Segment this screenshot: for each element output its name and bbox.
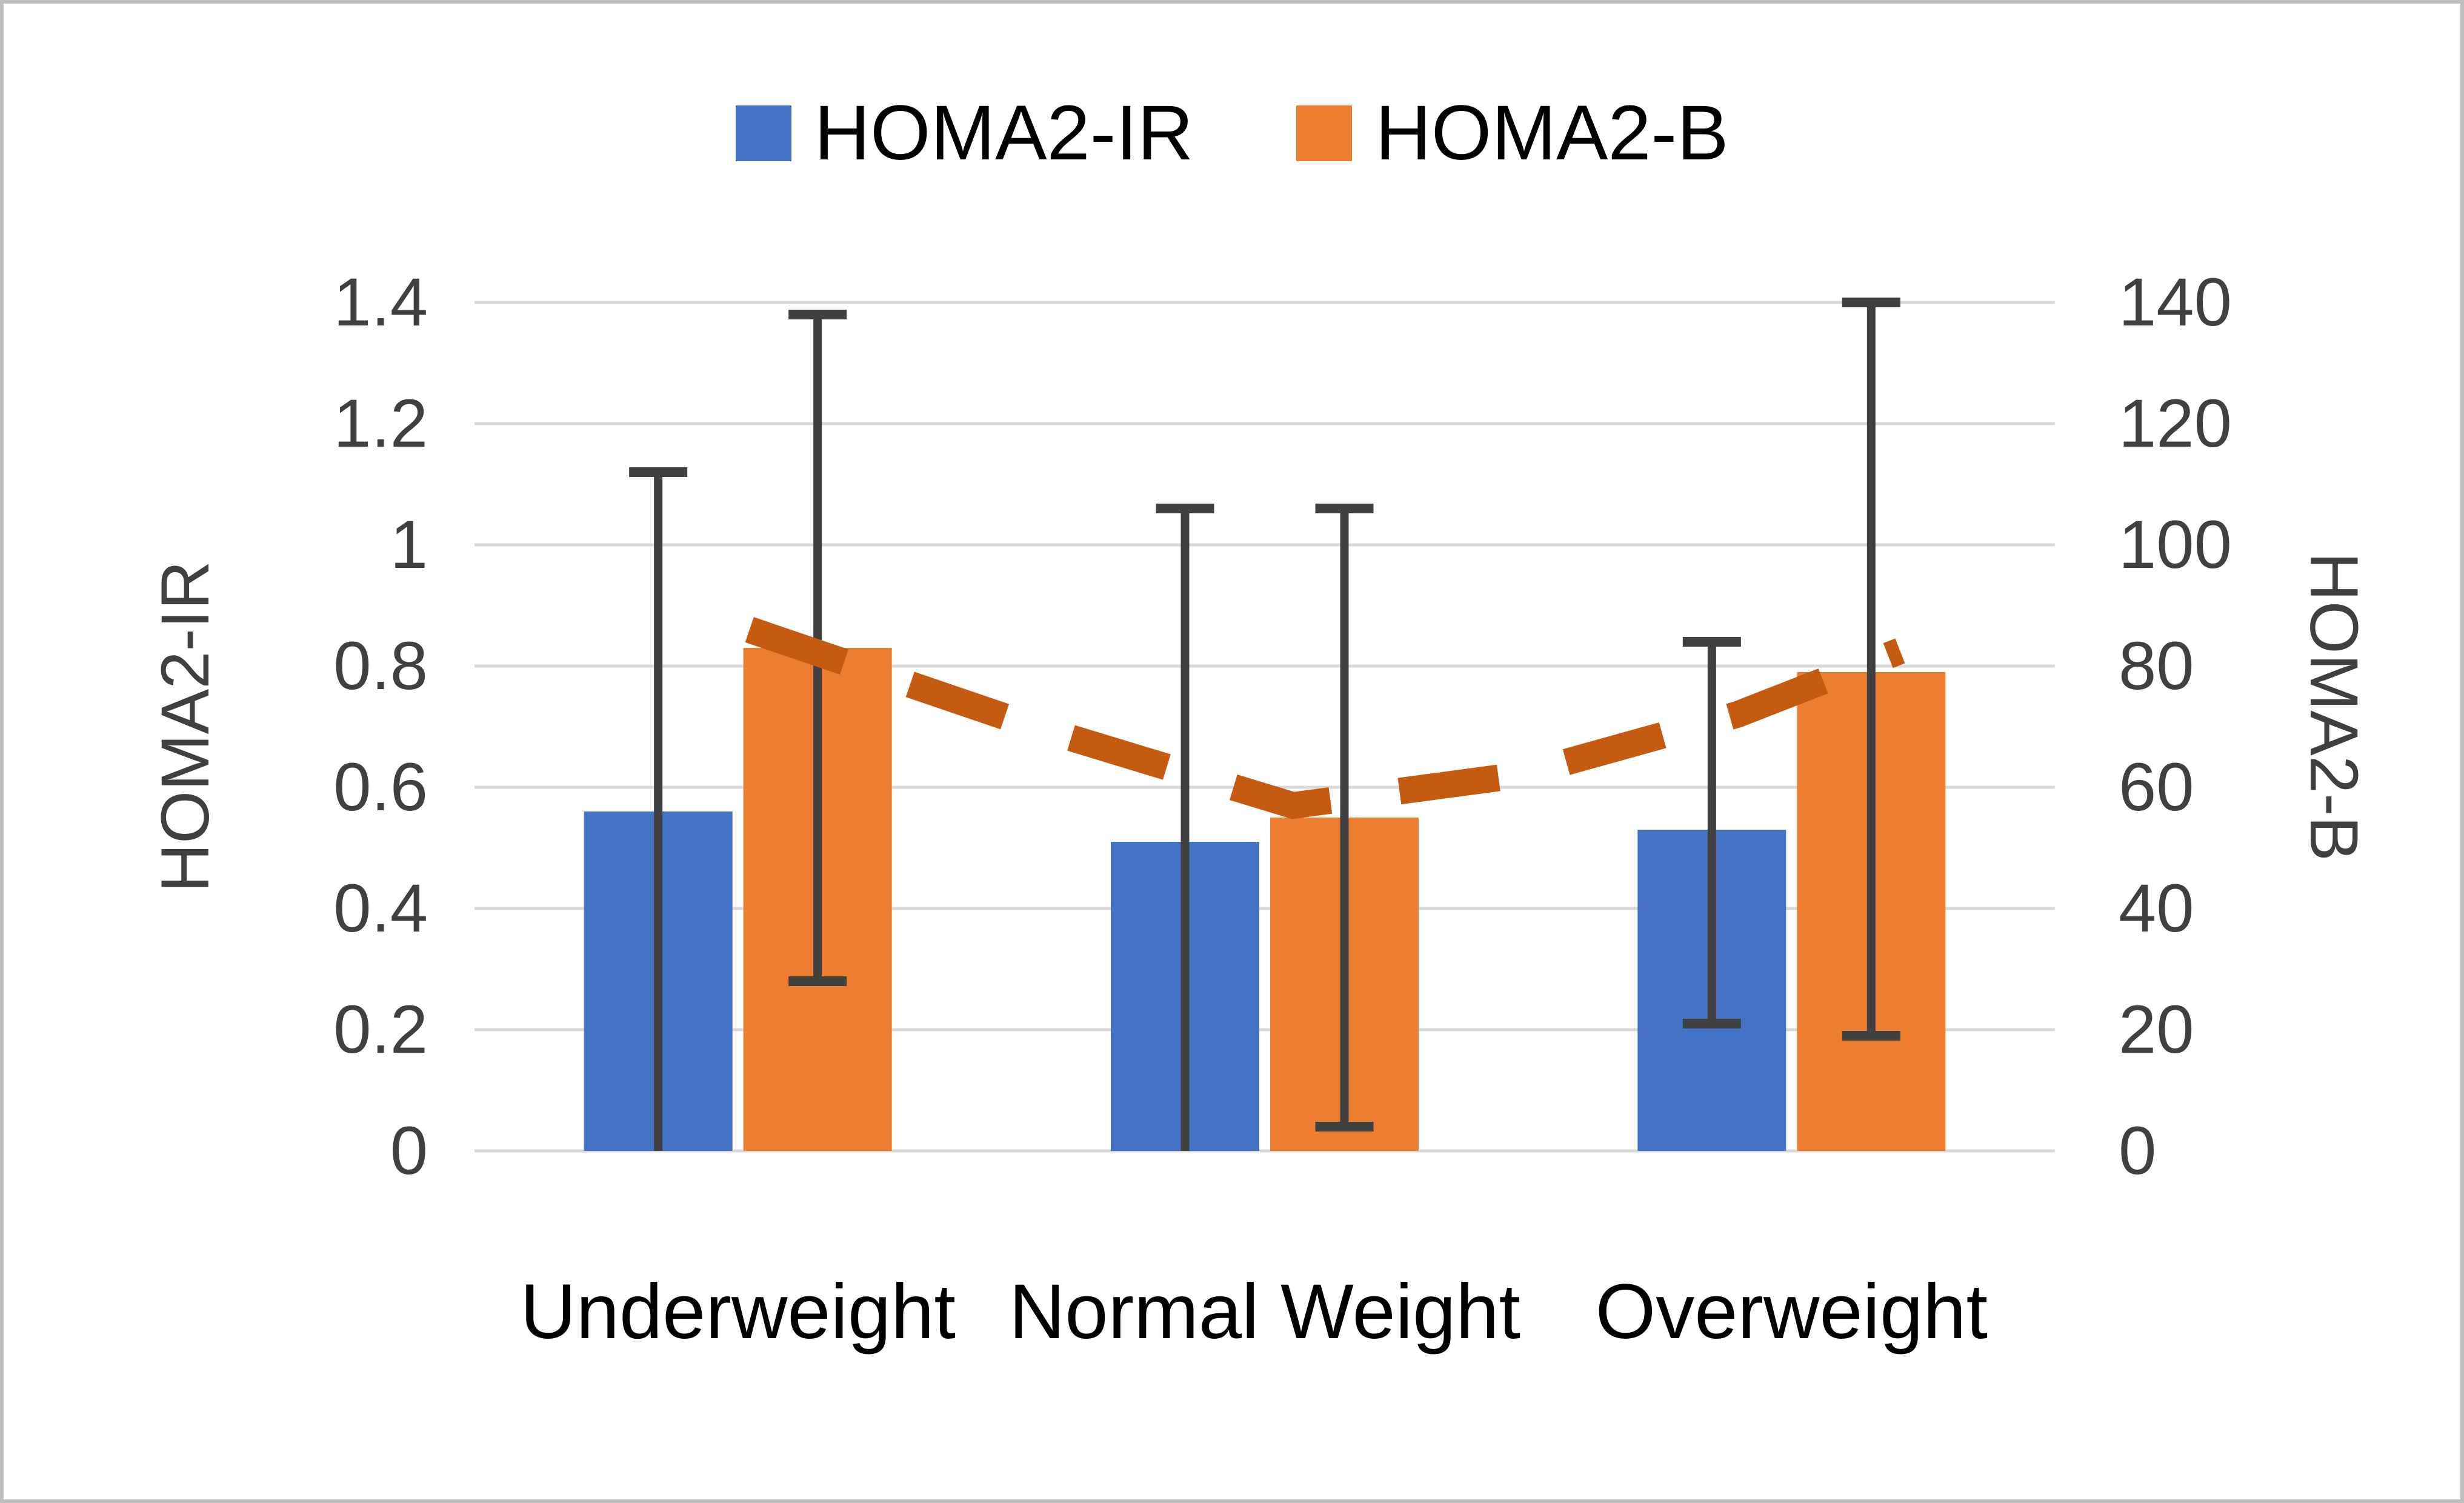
category-label-Normal Weight: Normal Weight <box>1008 1268 1521 1355</box>
left-axis-tick: 0.6 <box>333 749 428 825</box>
legend-swatch-icon <box>1296 105 1353 161</box>
left-axis-tick: 1.2 <box>333 385 428 461</box>
category-label-Underweight: Underweight <box>520 1268 956 1355</box>
right-axis-tick: 100 <box>2119 507 2232 582</box>
right-axis-tick: 120 <box>2119 385 2232 461</box>
left-axis-tick: 1.4 <box>333 264 428 340</box>
right-axis-tick: 140 <box>2119 264 2232 340</box>
legend: HOMA2-IR HOMA2-B <box>4 95 2460 172</box>
left-axis-tick: 0.2 <box>333 991 428 1067</box>
right-axis-tick: 80 <box>2119 628 2194 704</box>
plot-area <box>474 298 2055 1153</box>
left-axis-tick: 1 <box>390 507 428 582</box>
category-label-Overweight: Overweight <box>1595 1268 1988 1355</box>
legend-label: HOMA2-B <box>1375 90 1729 176</box>
left-axis-tick: 0.8 <box>333 628 428 704</box>
left-axis-tick: 0 <box>390 1113 428 1188</box>
trendline <box>745 617 1905 819</box>
right-axis-tick: 60 <box>2119 749 2194 825</box>
right-axis-tick: 40 <box>2119 870 2194 946</box>
legend-item-HOMA2-IR: HOMA2-IR <box>735 90 1194 176</box>
legend-item-HOMA2-B: HOMA2-B <box>1296 90 1729 176</box>
legend-swatch-icon <box>735 105 791 161</box>
legend-label: HOMA2-IR <box>814 90 1194 176</box>
right-axis-tick: 0 <box>2119 1113 2157 1188</box>
left-axis-tick: 0.4 <box>333 870 428 946</box>
right-axis-tick: 20 <box>2119 991 2194 1067</box>
